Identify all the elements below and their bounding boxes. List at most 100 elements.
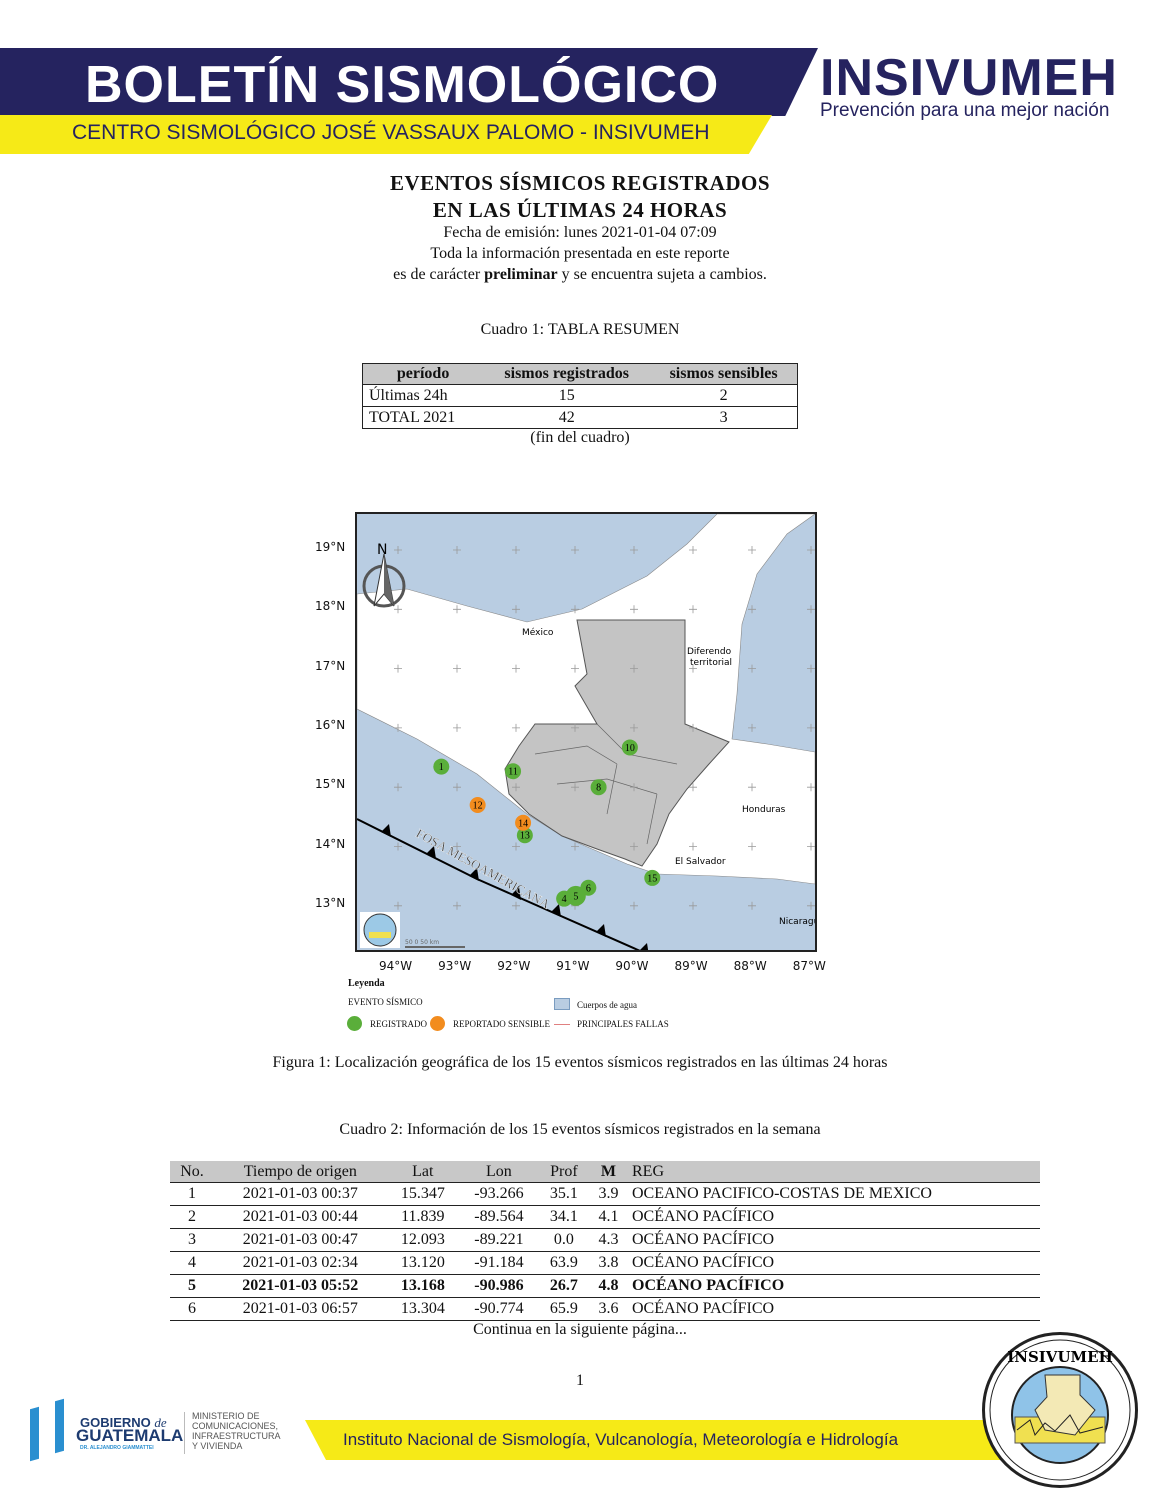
cell: 1 <box>170 1182 214 1206</box>
cell: 2 <box>170 1205 214 1229</box>
event-circle <box>644 869 661 886</box>
trench-tooth <box>511 887 521 900</box>
ministry-line: COMUNICACIONES, <box>192 1421 279 1431</box>
events-table: No. Tiempo de origen Lat Lon Prof M REG … <box>170 1161 1040 1321</box>
grid-cross <box>630 723 638 732</box>
table-row: TOTAL 2021 42 3 <box>362 406 798 429</box>
disclaimer-text: y se encuentra sujeta a cambios. <box>557 266 767 283</box>
col-lat: Lat <box>386 1161 460 1183</box>
col-no: No. <box>170 1161 214 1183</box>
disclaimer-bold: preliminar <box>484 266 558 283</box>
map-svg: FOSA MESOAMERICANA México Diferendo terr… <box>357 514 815 950</box>
table-row: 1 2021-01-03 00:37 15.347 -93.266 35.1 3.9 OCE… <box>170 1182 1040 1206</box>
grid-cross <box>748 783 756 792</box>
event-marker[interactable]: 8 <box>590 779 607 796</box>
summary-table: período sismos registrados sismos sensib… <box>362 363 798 429</box>
cell: -90.774 <box>459 1297 539 1321</box>
cell: 4.1 <box>588 1205 628 1229</box>
event-marker[interactable]: 14 <box>515 814 532 831</box>
grid-cross <box>512 723 520 732</box>
cell: 3 <box>650 406 798 429</box>
col-sensitive: sismos sensibles <box>650 363 798 385</box>
col-region: REG <box>628 1161 1040 1183</box>
grid-cross <box>689 664 697 673</box>
event-marker[interactable]: 15 <box>644 869 661 886</box>
cell: 12.093 <box>386 1228 460 1252</box>
cell: 2021-01-03 00:44 <box>213 1205 387 1229</box>
grid-cross <box>394 546 402 554</box>
cell: OCÉANO PACÍFICO <box>628 1228 1040 1252</box>
institute-name: Instituto Nacional de Sismología, Vulcan… <box>343 1430 899 1449</box>
grid-cross <box>571 605 579 614</box>
event-number: 11 <box>508 767 518 778</box>
col-period: período <box>362 363 484 385</box>
scale-bar <box>405 946 465 948</box>
legend-sensitive: REPORTADO SENSIBLE <box>453 1019 550 1029</box>
col-magnitude: M <box>588 1161 628 1183</box>
event-marker[interactable]: 11 <box>505 763 522 780</box>
cell: 15.347 <box>386 1182 460 1206</box>
cell: 13.168 <box>386 1274 460 1298</box>
event-marker[interactable]: 1 <box>433 758 450 775</box>
cell: -93.266 <box>459 1182 539 1206</box>
cell: 63.9 <box>538 1251 589 1275</box>
event-marker[interactable]: 13 <box>516 827 533 844</box>
brand-tagline: Prevención para una mejor nación <box>820 100 1110 121</box>
grid-cross <box>748 605 756 614</box>
cell: 3.6 <box>588 1297 628 1321</box>
seismic-map: FOSA MESOAMERICANA México Diferendo terr… <box>355 512 817 952</box>
trench-tooth <box>551 904 561 917</box>
grid-cross <box>807 605 815 614</box>
event-circle <box>565 885 586 906</box>
event-marker[interactable]: 10 <box>621 739 638 756</box>
event-marker[interactable]: 12 <box>469 796 486 813</box>
gov-logo-text: GOBIERNO de <box>80 1415 167 1431</box>
grid-crosses <box>394 546 815 910</box>
cell: 65.9 <box>538 1297 589 1321</box>
grid-cross <box>571 546 579 554</box>
gov-logo-bar <box>55 1398 64 1454</box>
bulletin-title: BOLETÍN SISMOLÓGICO <box>85 56 720 114</box>
cell: 26.7 <box>538 1274 589 1298</box>
insivumeh-seal: INSIVUMEH <box>982 1332 1138 1488</box>
legend-registered: REGISTRADO <box>370 1019 428 1029</box>
grid-cross <box>807 664 815 673</box>
cell: 4 <box>170 1251 214 1275</box>
cell: Últimas 24h <box>362 384 484 407</box>
table-row: 4 2021-01-03 02:34 13.120 -91.184 63.9 3.8 OCÉ… <box>170 1251 1040 1275</box>
grid-cross <box>453 783 461 792</box>
subheader-band <box>0 115 772 154</box>
cell: 11.839 <box>386 1205 460 1229</box>
page-number: 1 <box>576 1372 584 1389</box>
grid-cross <box>512 783 520 792</box>
grid-cross <box>571 783 579 792</box>
event-circle <box>516 827 533 844</box>
grid-cross <box>689 605 697 614</box>
cell: OCÉANO PACÍFICO <box>628 1205 1040 1229</box>
sensitive-swatch <box>430 1016 445 1031</box>
divider <box>184 1412 185 1454</box>
cell: 13.120 <box>386 1251 460 1275</box>
grid-cross <box>394 664 402 673</box>
cell: 4.3 <box>588 1228 628 1252</box>
grid-cross <box>394 783 402 792</box>
event-marker[interactable]: 5 <box>565 885 586 906</box>
cell: 4.8 <box>588 1274 628 1298</box>
trench-teeth <box>381 824 649 950</box>
cell: -89.221 <box>459 1228 539 1252</box>
issue-date: Fecha de emisión: lunes 2021-01-04 07:09 <box>443 224 717 241</box>
lon-label: 93°W <box>438 959 472 973</box>
cell: 2021-01-03 00:37 <box>213 1182 387 1206</box>
registered-swatch <box>347 1016 362 1031</box>
cell: OCÉANO PACÍFICO <box>628 1274 1040 1298</box>
grid-cross <box>630 664 638 673</box>
grid-cross <box>630 605 638 614</box>
grid-cross <box>453 546 461 554</box>
gov-logo-bar <box>30 1406 39 1462</box>
fault-swatch <box>554 1024 570 1025</box>
header-band <box>0 48 818 116</box>
cell: -91.184 <box>459 1251 539 1275</box>
cell: 2021-01-03 02:34 <box>213 1251 387 1275</box>
grid-cross <box>571 664 579 673</box>
event-markers: 1 12 11 10 8 13 14 4 65 15 <box>433 739 661 907</box>
